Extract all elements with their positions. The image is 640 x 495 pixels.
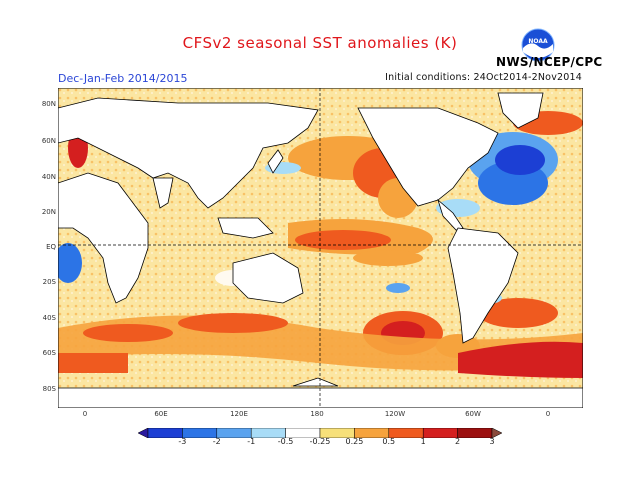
lat-label: 60S <box>42 349 56 357</box>
colorbar-tick-label: 0.25 <box>345 437 364 446</box>
lat-label: 20N <box>41 208 56 216</box>
lat-label: 20S <box>42 278 56 286</box>
colorbar-tick-label: 0.5 <box>382 437 396 446</box>
colorbar-tick-label: 3 <box>489 437 495 446</box>
lat-label: 40S <box>42 314 56 322</box>
lon-label: 120E <box>230 410 248 418</box>
colorbar-tick-label: -2 <box>212 437 221 446</box>
lat-label: 80S <box>42 385 56 393</box>
lat-label: 80N <box>41 100 56 108</box>
colorbar-tick-label: 2 <box>455 437 461 446</box>
lon-label: 0 <box>82 410 88 418</box>
colorbar-swatch <box>138 428 149 438</box>
lat-label: EQ <box>46 243 56 251</box>
lon-label: 0 <box>545 410 551 418</box>
colorbar-tick-label: -0.25 <box>309 437 331 446</box>
colorbar-tick-label: -1 <box>247 437 256 446</box>
colorbar-tick-label: 1 <box>420 437 426 446</box>
noaa-logo-icon: NOAA <box>521 28 555 62</box>
season-label: Dec-Jan-Feb 2014/2015 <box>58 72 188 85</box>
lon-label: 60W <box>465 410 481 418</box>
agency-label: NWS/NCEP/CPC <box>496 55 603 69</box>
southern-ocean-warm-band <box>58 298 583 378</box>
colorbar-tick-label: -0.5 <box>277 437 294 446</box>
initial-conditions-label: Initial conditions: 24Oct2014-2Nov2014 <box>385 72 582 83</box>
lat-label: 40N <box>41 173 56 181</box>
chart-title: CFSv2 seasonal SST anomalies (K) <box>182 34 458 52</box>
sst-anomaly-map <box>58 88 583 408</box>
continents <box>58 92 583 408</box>
colorbar <box>138 428 502 438</box>
lon-label: 120W <box>384 410 406 418</box>
colorbar-swatch <box>491 428 502 438</box>
lon-label: 180 <box>310 410 324 418</box>
lon-label: 60E <box>154 410 168 418</box>
lat-label: 60N <box>41 137 56 145</box>
svg-text:NOAA: NOAA <box>528 38 548 45</box>
colorbar-tick-label: -3 <box>178 437 187 446</box>
